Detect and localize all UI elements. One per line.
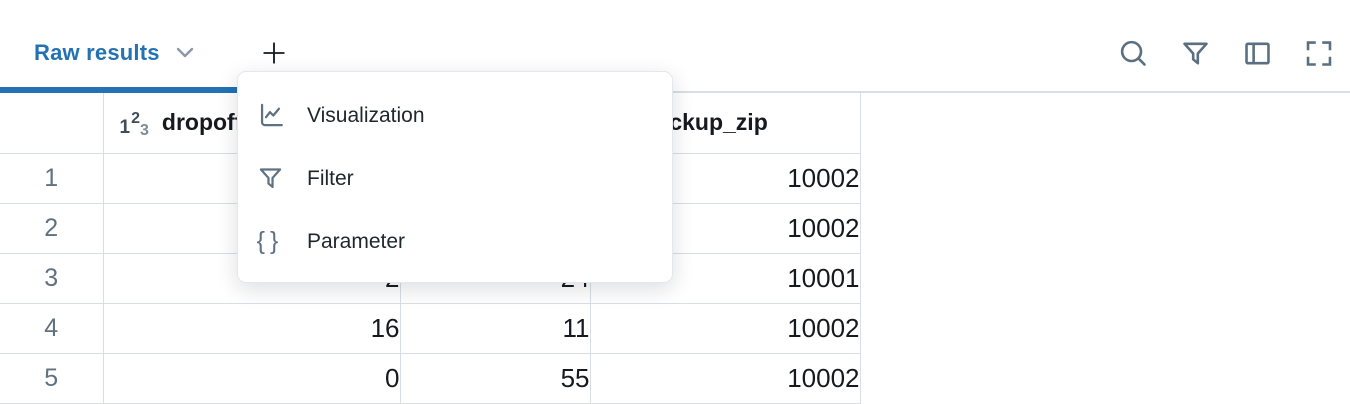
fullscreen-button[interactable]: [1301, 34, 1337, 72]
menu-item-label: Filter: [307, 166, 354, 190]
plus-icon: [261, 40, 287, 66]
curly-braces-icon: {}: [256, 227, 284, 255]
toolbar-right-icons: [1115, 34, 1337, 72]
cell-dropoff-zip[interactable]: 16: [103, 303, 401, 354]
cell-pickup-zip[interactable]: 10002: [590, 353, 861, 404]
cell-hidden-column[interactable]: 11: [400, 303, 591, 354]
menu-item-filter[interactable]: Filter: [238, 147, 672, 210]
menu-item-label: Visualization: [307, 103, 425, 127]
row-number-header: [0, 93, 104, 154]
side-panel-icon: [1242, 38, 1273, 69]
cell-dropoff-zip[interactable]: 0: [103, 353, 401, 404]
menu-item-visualization[interactable]: Visualization: [238, 84, 672, 147]
row-number[interactable]: 5: [0, 353, 104, 404]
filter-results-button[interactable]: [1177, 34, 1213, 72]
row-number[interactable]: 1: [0, 153, 104, 204]
results-toolbar: Raw results: [0, 0, 1350, 93]
add-dropdown-menu: Visualization Filter {} Parameter: [237, 71, 673, 283]
cell-hidden-column[interactable]: 55: [400, 353, 591, 404]
tab-raw-results-label: Raw results: [34, 40, 160, 65]
number-type-icon: 123: [119, 110, 149, 140]
row-number[interactable]: 3: [0, 253, 104, 304]
row-number[interactable]: 4: [0, 303, 104, 354]
side-panel-button[interactable]: [1239, 34, 1275, 72]
row-number[interactable]: 2: [0, 203, 104, 254]
search-icon: [1118, 38, 1149, 69]
chevron-down-icon: [175, 46, 195, 60]
add-button[interactable]: [256, 36, 292, 70]
table-row: 5 0 55 10002: [0, 353, 861, 404]
search-button[interactable]: [1115, 34, 1151, 72]
menu-item-label: Parameter: [307, 229, 406, 253]
menu-item-parameter[interactable]: {} Parameter: [238, 210, 672, 273]
tab-raw-results[interactable]: Raw results: [34, 36, 195, 70]
funnel-icon: [1180, 38, 1211, 69]
fullscreen-icon: [1303, 38, 1335, 69]
cell-pickup-zip[interactable]: 10002: [590, 303, 861, 354]
chart-line-icon: [256, 102, 284, 129]
tabbar-bottom-border: [0, 91, 1350, 93]
funnel-icon: [256, 165, 284, 192]
table-row: 4 16 11 10002: [0, 303, 861, 354]
active-tab-indicator: [0, 87, 300, 93]
